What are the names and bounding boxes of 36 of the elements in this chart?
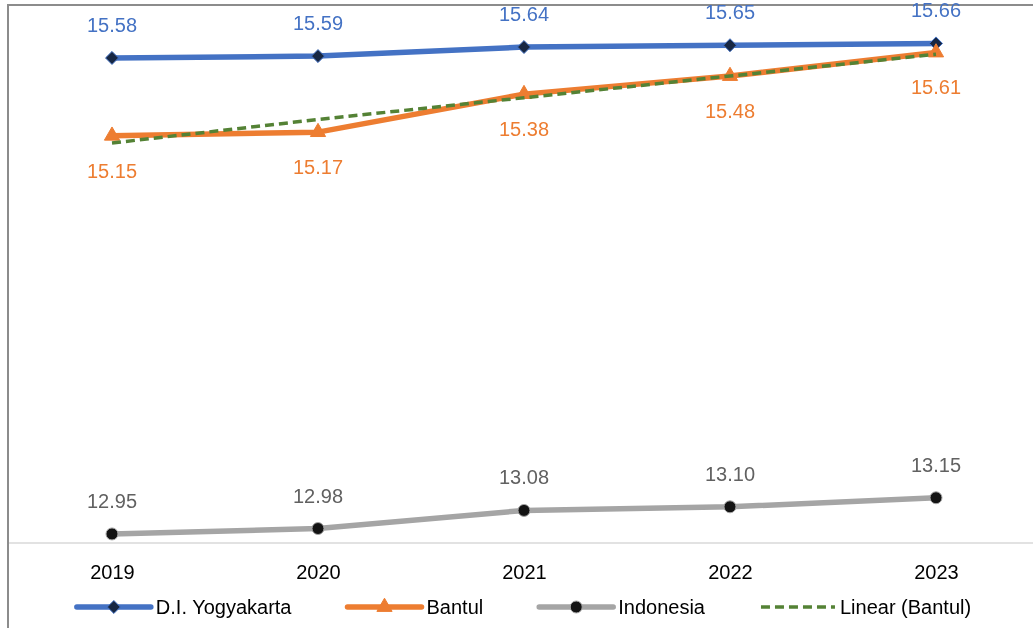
x-tick-label: 2019 — [90, 561, 135, 584]
data-label: 15.17 — [292, 156, 344, 179]
data-label: 15.38 — [498, 118, 550, 141]
x-tick-label: 2023 — [914, 561, 959, 584]
point — [309, 122, 327, 138]
data-label: 15.64 — [498, 3, 550, 26]
x-tick-label: 2020 — [296, 561, 341, 584]
point — [517, 503, 531, 517]
point — [104, 50, 120, 65]
x-tick-label: 2022 — [708, 561, 753, 584]
legend-label: Linear (Bantul) — [839, 596, 972, 618]
legend-label: D.I. Yogyakarta — [155, 596, 293, 618]
point — [516, 40, 532, 55]
data-label: 15.65 — [704, 1, 756, 24]
data-label: 13.15 — [910, 453, 962, 476]
point — [722, 38, 738, 53]
point — [929, 491, 943, 505]
data-label: 15.15 — [86, 159, 138, 182]
legend-label: Indonesia — [618, 596, 706, 618]
point — [310, 49, 326, 64]
data-label: 15.66 — [910, 0, 962, 22]
point — [723, 500, 737, 514]
data-label: 15.59 — [292, 12, 344, 35]
data-label: 13.08 — [498, 466, 550, 489]
data-label: 12.98 — [292, 484, 344, 507]
point — [311, 522, 325, 536]
point — [927, 43, 945, 58]
point — [105, 527, 119, 541]
legend-label: Bantul — [426, 596, 484, 618]
data-label: 15.58 — [86, 13, 138, 36]
data-label: 15.61 — [910, 76, 962, 99]
data-label: 15.48 — [704, 100, 756, 123]
data-label: 12.95 — [86, 489, 138, 512]
x-tick-label: 2021 — [502, 561, 547, 584]
data-label: 13.10 — [704, 462, 756, 485]
point — [103, 126, 121, 141]
